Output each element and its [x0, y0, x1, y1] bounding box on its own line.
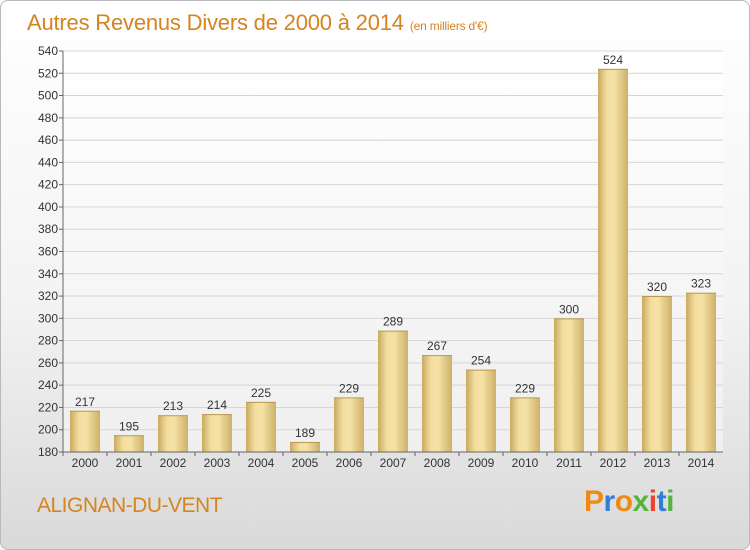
y-tick-label: 400 [38, 200, 58, 214]
x-tick-label-2011: 2011 [556, 456, 582, 470]
value-label-2003: 214 [207, 398, 227, 412]
value-label-2011: 300 [559, 302, 579, 316]
proxiti-logo: Proxiti [584, 485, 674, 519]
logo-letter: o [614, 485, 633, 518]
logo-letter: P [584, 485, 604, 518]
value-label-2010: 229 [515, 381, 535, 395]
x-tick-label-2005: 2005 [292, 456, 319, 470]
x-tick-label-2004: 2004 [248, 456, 275, 470]
y-axis-labels: 180 200 220 240 260 280 300 320 340 360 380 400 420 4… [38, 44, 58, 459]
y-tick-label: 240 [38, 378, 58, 392]
y-tick-label: 420 [38, 178, 58, 192]
bar-2004 [246, 401, 276, 452]
x-tick-label-2012: 2012 [600, 456, 627, 470]
bar-2012 [598, 68, 628, 453]
x-tick-label-2002: 2002 [160, 456, 187, 470]
bar-2010 [510, 397, 540, 452]
y-tick-label: 520 [38, 66, 58, 80]
bar-2001 [114, 435, 144, 452]
x-tick-label-2009: 2009 [468, 456, 495, 470]
value-label-2014: 323 [691, 277, 711, 291]
y-tick-label: 260 [38, 356, 58, 370]
y-tick-label: 180 [38, 445, 58, 459]
y-tick-label: 500 [38, 89, 58, 103]
value-label-2008: 267 [427, 339, 447, 353]
bar-2011 [554, 318, 584, 452]
bar-2002 [158, 415, 188, 452]
x-tick-label-2010: 2010 [512, 456, 539, 470]
bar-2007 [378, 330, 408, 452]
bar-2008 [422, 355, 452, 452]
bar-2009 [466, 369, 496, 452]
value-label-2006: 229 [339, 381, 359, 395]
y-tick-label: 360 [38, 245, 58, 259]
y-tick-label: 200 [38, 423, 58, 437]
y-tick-label: 280 [38, 334, 58, 348]
x-tick-label-2013: 2013 [644, 456, 671, 470]
y-tick-label: 380 [38, 222, 58, 236]
bar-2014 [686, 292, 716, 452]
y-tick-label: 480 [38, 111, 58, 125]
logo-letter: r [603, 485, 616, 518]
value-label-2013: 320 [647, 280, 667, 294]
place-name: ALIGNAN-DU-VENT [37, 494, 223, 517]
value-label-2000: 217 [75, 395, 95, 409]
y-tick-label: 300 [38, 311, 58, 325]
logo-letter: i [666, 485, 674, 518]
y-tick-label: 540 [38, 44, 58, 58]
x-tick-label-2014: 2014 [688, 456, 715, 470]
x-tick-label-2008: 2008 [424, 456, 451, 470]
x-axis-labels: 2000 2001 2002 2003 2004 2005 2006 2007 2008 2009… [62, 452, 715, 470]
value-labels: 217 195 213 214 225 189 229 289 267 254 229 300 524 3… [75, 53, 711, 440]
bar-2003 [202, 414, 232, 452]
x-tick-label-2000: 2000 [72, 456, 99, 470]
value-label-2012: 524 [603, 53, 623, 67]
y-tick-label: 220 [38, 400, 58, 414]
x-tick-label-2007: 2007 [380, 456, 407, 470]
logo-letter: i [648, 485, 657, 518]
value-label-2004: 225 [251, 386, 271, 400]
y-tick-label: 440 [38, 155, 58, 169]
y-tick-label: 320 [38, 289, 58, 303]
x-tick-label-2006: 2006 [336, 456, 363, 470]
bar-2000 [70, 410, 100, 452]
x-tick-label-2003: 2003 [204, 456, 231, 470]
value-label-2005: 189 [295, 426, 315, 440]
bar-2006 [334, 397, 364, 452]
logo-letter: t [656, 485, 667, 518]
value-label-2001: 195 [119, 419, 139, 433]
x-tick-label-2001: 2001 [116, 456, 143, 470]
chart-title: Autres Revenus Divers de 2000 à 2014 (en … [27, 10, 488, 36]
y-tick-label: 340 [38, 267, 58, 281]
value-label-2002: 213 [163, 399, 183, 413]
chart-title-main: Autres Revenus Divers de 2000 à 2014 [27, 10, 404, 35]
bars [70, 68, 716, 453]
y-tick-label: 460 [38, 133, 58, 147]
logo-letter: x [632, 485, 650, 518]
value-label-2009: 254 [471, 354, 491, 368]
value-label-2007: 289 [383, 315, 403, 329]
chart-subtitle: (en milliers d'€) [409, 19, 488, 33]
bar-2013 [642, 296, 672, 452]
bar-2005 [290, 441, 320, 452]
